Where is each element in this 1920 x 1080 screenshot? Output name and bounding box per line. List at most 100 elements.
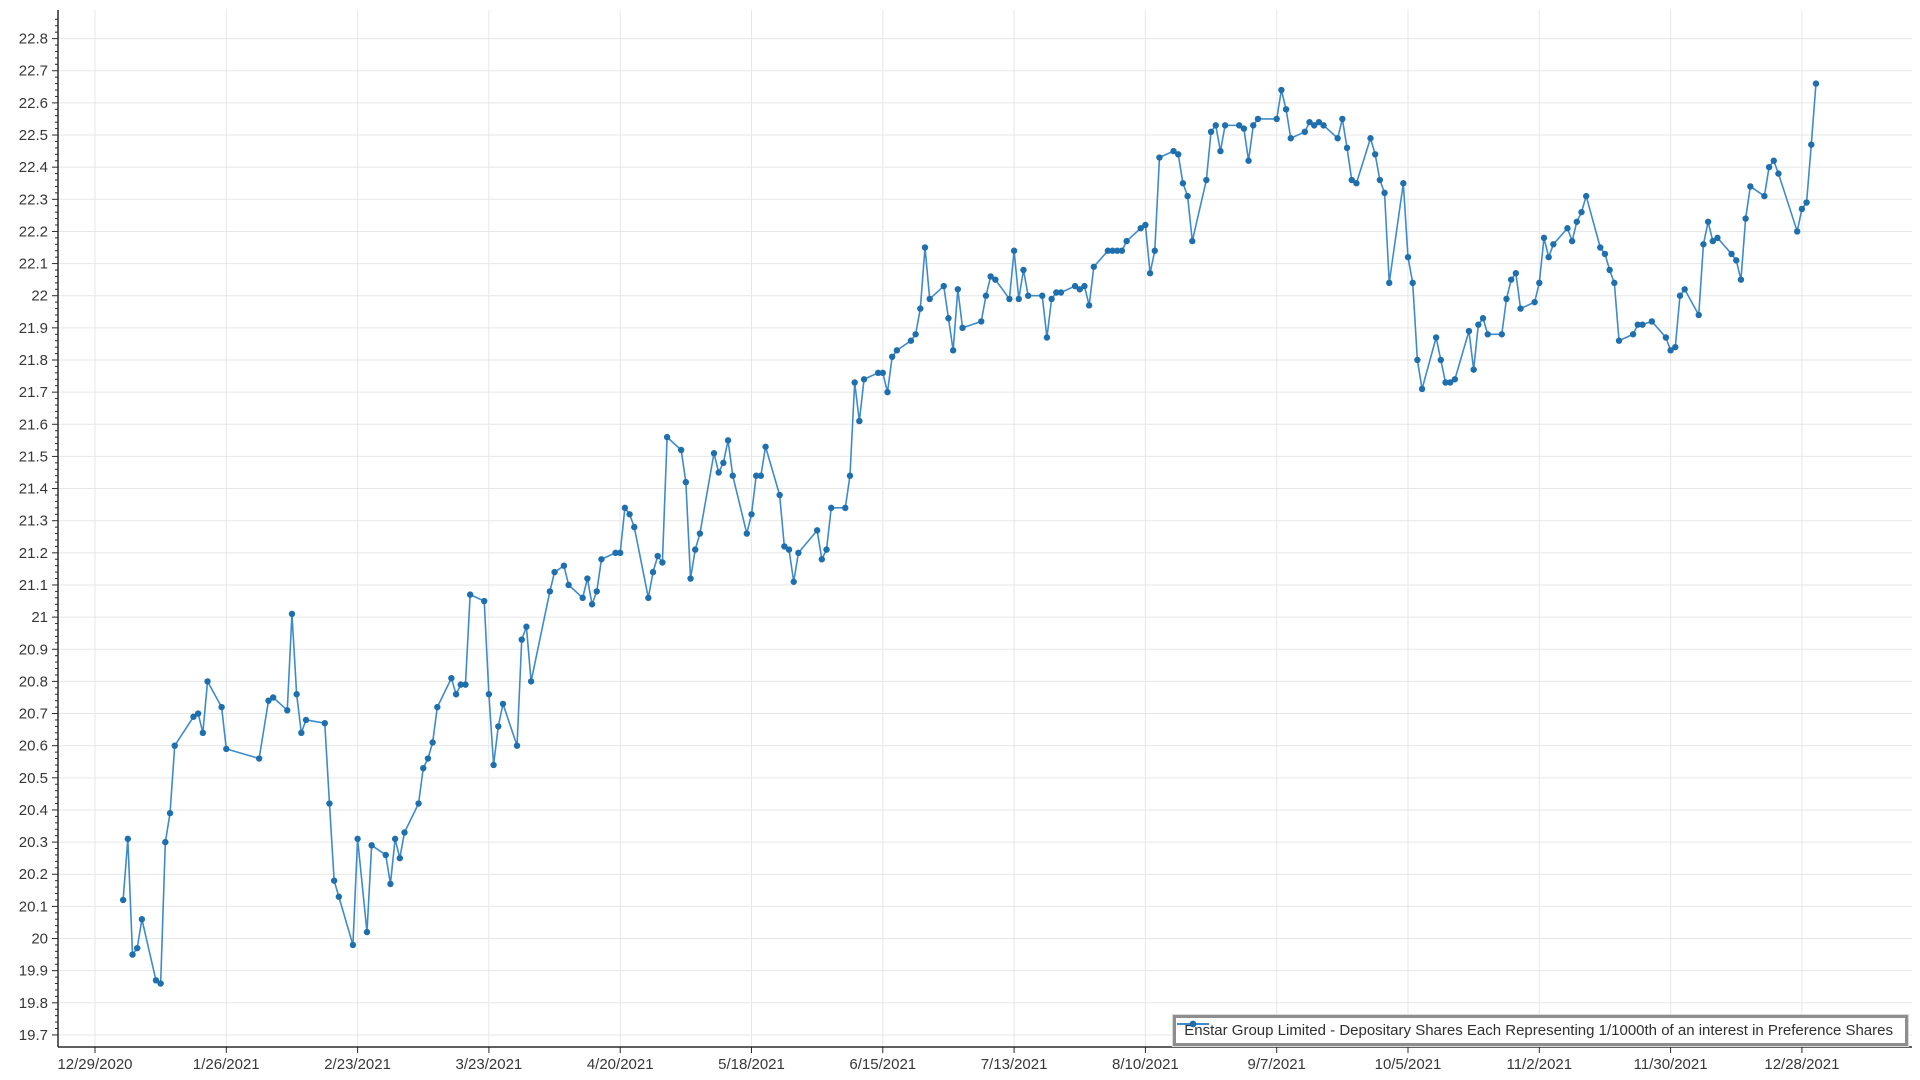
data-point-marker xyxy=(617,549,624,557)
data-point-marker xyxy=(157,980,164,987)
y-tick-label: 22.6 xyxy=(19,95,48,112)
x-tick-label: 11/30/2021 xyxy=(1634,1056,1708,1073)
data-point-marker xyxy=(1512,270,1520,277)
data-point-marker xyxy=(349,941,357,949)
data-point-marker xyxy=(982,292,990,299)
data-point-marker xyxy=(129,951,136,958)
data-point-marker xyxy=(645,594,652,602)
data-point-marker xyxy=(284,707,291,714)
data-point-marker xyxy=(743,530,751,537)
data-point-marker xyxy=(391,835,399,843)
data-point-marker xyxy=(1775,170,1782,177)
data-point-marker xyxy=(457,681,464,688)
y-tick-label: 19.7 xyxy=(19,1027,48,1044)
data-point-marker xyxy=(288,610,296,618)
data-point-marker xyxy=(752,472,760,479)
y-tick-label: 21.3 xyxy=(19,513,48,530)
data-point-marker xyxy=(1737,276,1745,283)
series-line xyxy=(122,83,1817,985)
y-tick-label: 22.7 xyxy=(19,63,48,80)
y-tick-label: 21.5 xyxy=(19,448,48,465)
x-tick-label: 3/23/2021 xyxy=(456,1056,523,1073)
data-point-marker xyxy=(1306,118,1313,126)
data-point-marker xyxy=(851,379,858,386)
data-point-marker xyxy=(466,591,474,598)
data-point-marker xyxy=(710,450,718,457)
data-point-marker xyxy=(1550,241,1557,248)
data-point-marker xyxy=(1085,302,1093,309)
data-point-marker xyxy=(579,594,586,602)
y-tick-label: 22.5 xyxy=(19,127,48,144)
data-point-marker xyxy=(1207,128,1215,136)
y-tick-label: 22.2 xyxy=(19,223,48,240)
data-point-marker xyxy=(1629,331,1637,338)
y-tick-label: 20.3 xyxy=(19,834,48,851)
data-point-marker xyxy=(171,742,178,749)
data-point-marker xyxy=(1142,221,1149,229)
y-tick-label: 22 xyxy=(31,288,48,305)
y-tick-label: 21.2 xyxy=(19,545,48,562)
data-point-marker xyxy=(490,761,497,769)
data-point-marker xyxy=(255,755,263,762)
data-point-marker xyxy=(818,556,826,563)
data-point-marker xyxy=(1681,286,1688,293)
x-tick-label: 2/23/2021 xyxy=(324,1056,391,1073)
x-tick-label: 5/18/2021 xyxy=(718,1056,785,1073)
data-point-marker xyxy=(546,588,554,595)
data-point-marker xyxy=(790,578,797,585)
data-point-marker xyxy=(1507,276,1515,283)
data-point-marker xyxy=(1250,122,1257,129)
data-point-marker xyxy=(598,556,605,563)
data-point-marker xyxy=(813,527,821,534)
data-point-marker xyxy=(1704,218,1712,225)
data-point-marker xyxy=(565,581,572,589)
data-point-marker xyxy=(1081,282,1088,290)
data-point-marker xyxy=(1189,237,1196,245)
data-point-marker xyxy=(874,369,882,377)
data-point-marker xyxy=(828,504,835,512)
y-tick-label: 20 xyxy=(31,931,48,948)
x-tick-label: 8/10/2021 xyxy=(1112,1056,1179,1073)
data-point-marker xyxy=(1634,321,1641,328)
data-point-marker xyxy=(1470,366,1477,373)
data-point-marker xyxy=(682,478,690,486)
data-point-marker xyxy=(1611,279,1618,287)
data-point-marker xyxy=(1024,292,1032,299)
data-point-marker xyxy=(1043,334,1051,341)
data-point-marker xyxy=(1278,86,1285,94)
data-point-marker xyxy=(687,575,694,582)
data-point-marker xyxy=(1451,376,1459,383)
data-point-marker xyxy=(401,829,408,836)
data-point-marker xyxy=(1437,356,1445,364)
axes xyxy=(52,10,1912,1053)
data-point-marker xyxy=(1798,205,1806,213)
data-point-marker xyxy=(757,472,765,479)
data-point-marker xyxy=(293,691,300,698)
data-point-marker xyxy=(1076,286,1083,293)
data-point-marker xyxy=(1381,189,1388,197)
data-point-marker xyxy=(382,851,389,859)
data-point-marker xyxy=(1057,289,1065,296)
data-point-marker xyxy=(1568,237,1576,245)
y-tick-label: 21.9 xyxy=(19,320,48,337)
data-point-marker xyxy=(1404,253,1412,261)
data-point-marker xyxy=(387,880,394,888)
data-point-marker xyxy=(715,469,722,476)
y-tick-label: 20.7 xyxy=(19,706,48,723)
data-point-marker xyxy=(1348,176,1355,184)
data-point-marker xyxy=(748,511,755,518)
legend[interactable]: Enstar Group Limited - Depositary Shares… xyxy=(1172,1014,1909,1047)
data-point-marker xyxy=(1667,347,1674,354)
data-point-marker xyxy=(1146,270,1154,277)
data-point-marker xyxy=(1808,141,1815,148)
data-point-marker xyxy=(1071,282,1079,290)
legend-series-label: Enstar Group Limited - Depositary Shares… xyxy=(1184,1022,1893,1039)
x-tick-label: 1/26/2021 xyxy=(193,1056,260,1073)
y-tick-label: 22.4 xyxy=(19,159,48,176)
data-point-marker xyxy=(1371,151,1379,158)
data-point-marker xyxy=(1104,247,1112,254)
data-point-marker xyxy=(1343,144,1351,152)
data-point-marker xyxy=(1803,199,1810,206)
data-point-marker xyxy=(921,244,929,251)
